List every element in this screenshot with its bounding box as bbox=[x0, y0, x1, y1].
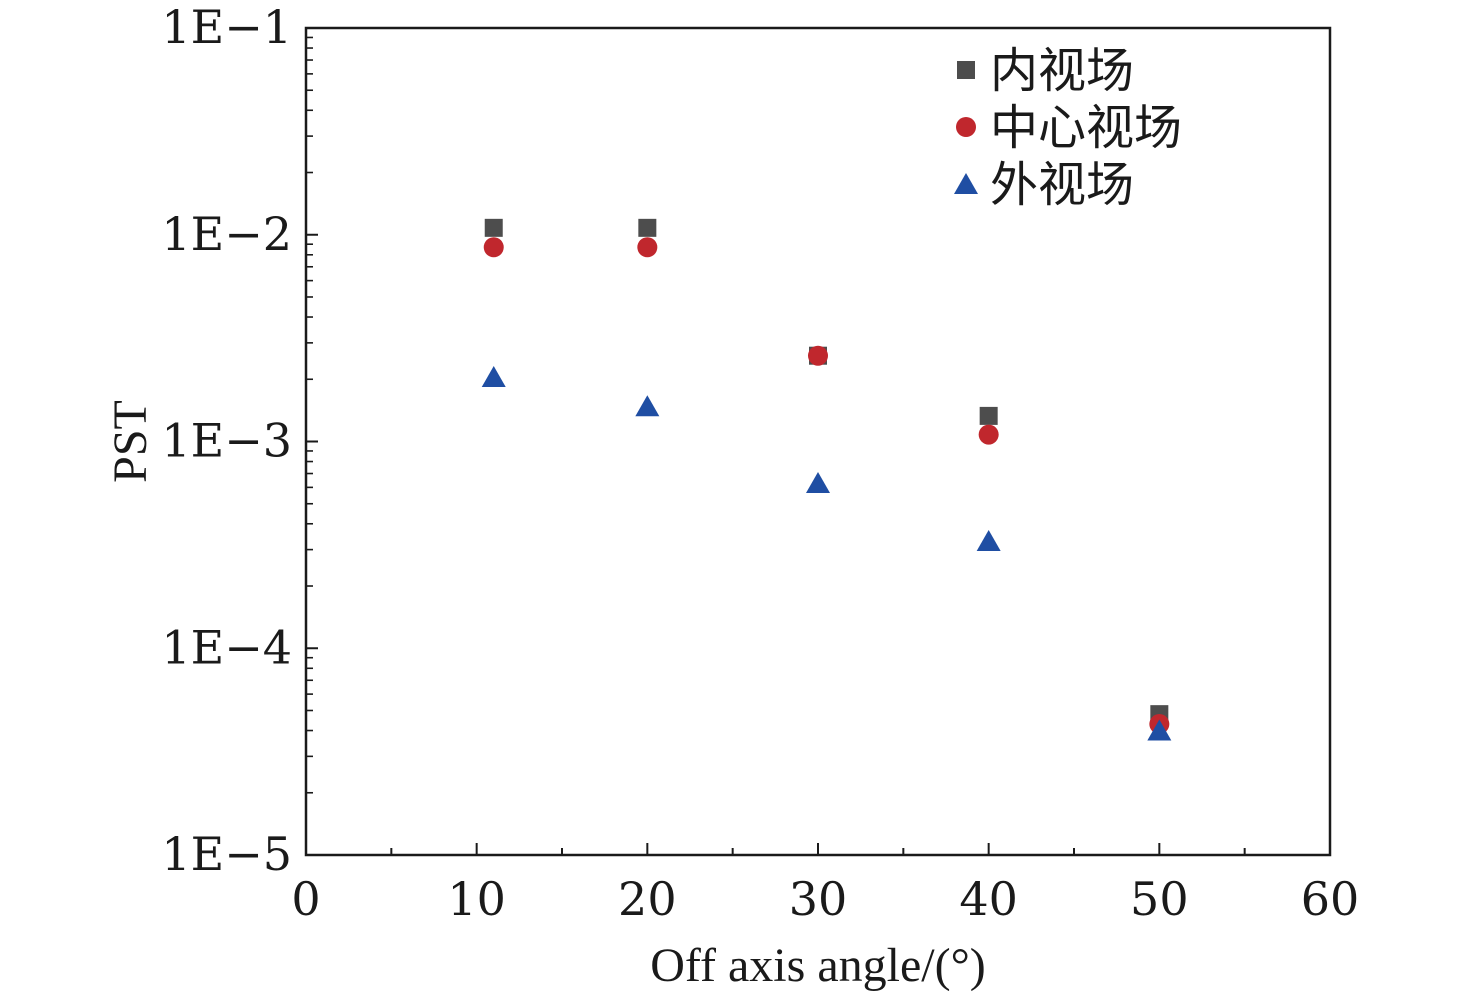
plot-frame bbox=[304, 26, 1332, 857]
data-points bbox=[481, 218, 1172, 741]
x-tick-label: 60 bbox=[1301, 872, 1360, 926]
legend-marker-1 bbox=[956, 117, 976, 137]
data-point-series-2 bbox=[1147, 719, 1172, 741]
x-tick-label: 40 bbox=[959, 872, 1018, 926]
y-tick-label: 1E−5 bbox=[161, 827, 292, 881]
legend-marker-0 bbox=[957, 61, 975, 79]
data-point-series-0 bbox=[638, 218, 657, 237]
data-point-series-2 bbox=[481, 366, 506, 388]
axis-tick-labels: 0 10 20 30 40 50 60 1E−5 1E−4 1E−3 1E−2 1E−1 bbox=[161, 0, 1359, 926]
data-point-series-1 bbox=[637, 237, 658, 258]
y-axis-title: PST bbox=[104, 400, 157, 483]
data-point-series-0 bbox=[979, 406, 998, 425]
data-point-series-2 bbox=[635, 395, 660, 417]
x-tick-label: 0 bbox=[291, 872, 320, 926]
data-point-series-1 bbox=[808, 345, 828, 366]
data-point-series-2 bbox=[976, 530, 1001, 552]
data-point-series-2 bbox=[806, 471, 830, 493]
y-tick-label: 1E−3 bbox=[161, 414, 292, 468]
legend-label-1: 中心视场 bbox=[990, 100, 1182, 156]
x-tick-label: 20 bbox=[618, 872, 677, 926]
data-point-series-0 bbox=[484, 218, 503, 237]
legend-label-0: 内视场 bbox=[990, 43, 1134, 99]
x-tick-label: 50 bbox=[1130, 872, 1189, 926]
legend-marker-2 bbox=[954, 173, 978, 194]
data-point-series-1 bbox=[978, 424, 999, 445]
x-axis-title: Off axis angle/(°) bbox=[650, 939, 986, 992]
y-tick-label: 1E−2 bbox=[161, 207, 292, 261]
y-tick-label: 1E−1 bbox=[161, 0, 292, 54]
x-tick-label: 30 bbox=[789, 872, 848, 926]
legend-label-2: 外视场 bbox=[990, 157, 1134, 213]
data-point-series-1 bbox=[483, 237, 504, 258]
y-tick-label: 1E−4 bbox=[161, 620, 292, 674]
x-tick-label: 10 bbox=[447, 872, 506, 926]
